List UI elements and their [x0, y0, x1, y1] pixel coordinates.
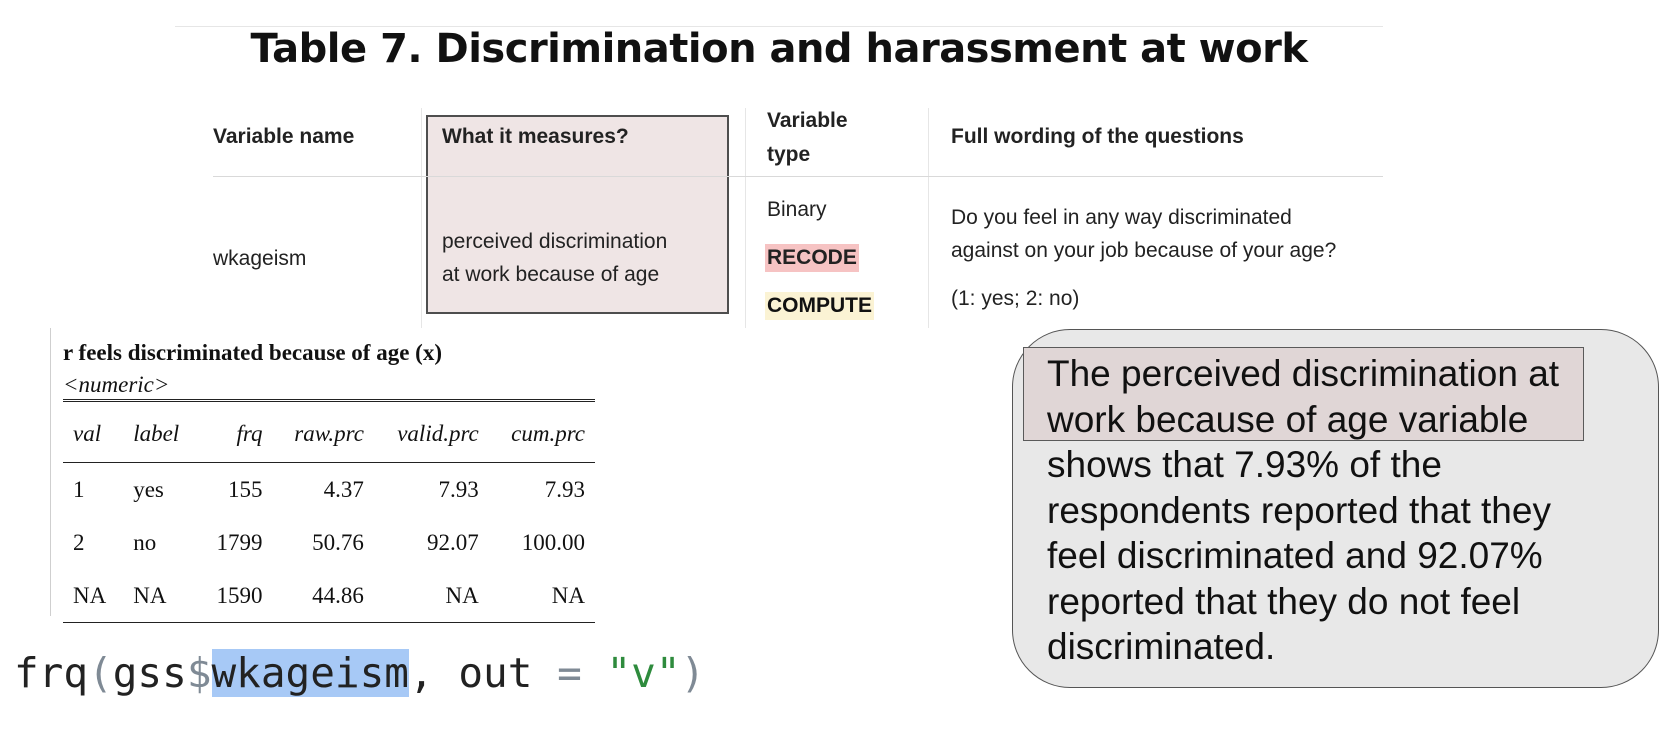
frq-col-cum-prc: cum.prc	[488, 399, 595, 463]
code-object: gss	[112, 649, 187, 697]
question-coding: (1: yes; 2: no)	[951, 287, 1080, 310]
frq-cell: 155	[228, 476, 263, 502]
frq-header-row: val label frq raw.prc valid.prc cum.prc	[63, 399, 595, 463]
frq-col-label: label	[123, 399, 198, 463]
frq-cell: yes	[133, 476, 164, 502]
measures-highlight-box	[426, 115, 729, 314]
frq-cell: 7.93	[544, 476, 585, 502]
frq-cell: 92.07	[427, 529, 479, 555]
column-divider	[745, 108, 746, 328]
frq-cell: 44.86	[272, 569, 374, 623]
header-type-line2: type	[767, 143, 811, 166]
note-highlight-text: The perceived discrimination at work bec…	[1047, 353, 1560, 440]
compute-tag: COMPUTE	[765, 292, 874, 320]
frq-row: 1 yes 155 4.37 7.93 7.93	[63, 463, 595, 517]
frq-type: <numeric>	[63, 372, 170, 397]
frq-row: NA NA 1590 44.86 NA NA	[63, 569, 595, 623]
frq-output-panel	[50, 328, 611, 616]
code-space	[582, 649, 607, 697]
measure-line2: at work because of age	[442, 263, 660, 286]
header-type-line1: Variable	[767, 109, 848, 132]
header-measures: What it measures?	[442, 125, 629, 148]
frq-col-raw-prc: raw.prc	[272, 399, 374, 463]
variable-name-cell: wkageism	[213, 247, 307, 270]
frq-cell: 50.76	[312, 529, 364, 555]
note-body-text: shows that 7.93% of the respondents repo…	[1047, 444, 1551, 667]
frq-cell: no	[133, 529, 157, 555]
frq-cell: 2	[73, 529, 85, 555]
code-variable-highlighted: wkageism	[211, 649, 409, 697]
frq-col-valid-prc: valid.prc	[373, 399, 489, 463]
code-equals: =	[557, 649, 582, 697]
column-divider	[928, 108, 929, 328]
top-rule	[175, 26, 1383, 27]
frq-table: val label frq raw.prc valid.prc cum.prc …	[63, 399, 595, 623]
frq-cell: NA	[63, 569, 124, 623]
page-title: Table 7. Discrimination and harassment a…	[250, 26, 1308, 72]
code-function: frq	[14, 649, 89, 697]
note-text: The perceived discrimination at work bec…	[1047, 351, 1617, 670]
frq-cell: 1	[73, 476, 85, 502]
variable-type-cell: Binary	[767, 198, 827, 221]
frq-cell: NA	[488, 569, 595, 623]
frq-col-val: val	[63, 399, 124, 463]
frq-cell: 100.00	[521, 529, 585, 555]
code-argument: , out	[408, 649, 558, 697]
code-string: "v"	[606, 649, 681, 697]
header-variable-name: Variable name	[213, 125, 355, 148]
header-wording: Full wording of the questions	[951, 125, 1244, 148]
frq-title: r feels discriminated because of age (x)	[63, 340, 442, 365]
question-line2: against on your job because of your age?	[951, 239, 1337, 262]
note-highlight-box	[1023, 347, 1584, 441]
question-line1: Do you feel in any way discriminated	[951, 206, 1292, 229]
header-rule	[213, 176, 1383, 177]
frq-cell: 7.93	[438, 476, 479, 502]
frq-cell: 4.37	[323, 476, 364, 502]
recode-tag: RECODE	[765, 244, 859, 272]
frq-cell: NA	[123, 569, 198, 623]
frq-cell: 1799	[216, 529, 263, 555]
code-open-paren: (	[88, 649, 113, 697]
frq-col-frq: frq	[197, 399, 273, 463]
code-close-paren: )	[680, 649, 706, 697]
column-divider	[421, 108, 422, 328]
frq-cell: 1590	[197, 569, 273, 623]
code-line: frq(gss$wkageism, out = "v")	[14, 643, 705, 703]
code-dollar: $	[186, 649, 212, 697]
frq-cell: NA	[373, 569, 489, 623]
frq-row: 2 no 1799 50.76 92.07 100.00	[63, 516, 595, 569]
measure-line1: perceived discrimination	[442, 230, 668, 253]
